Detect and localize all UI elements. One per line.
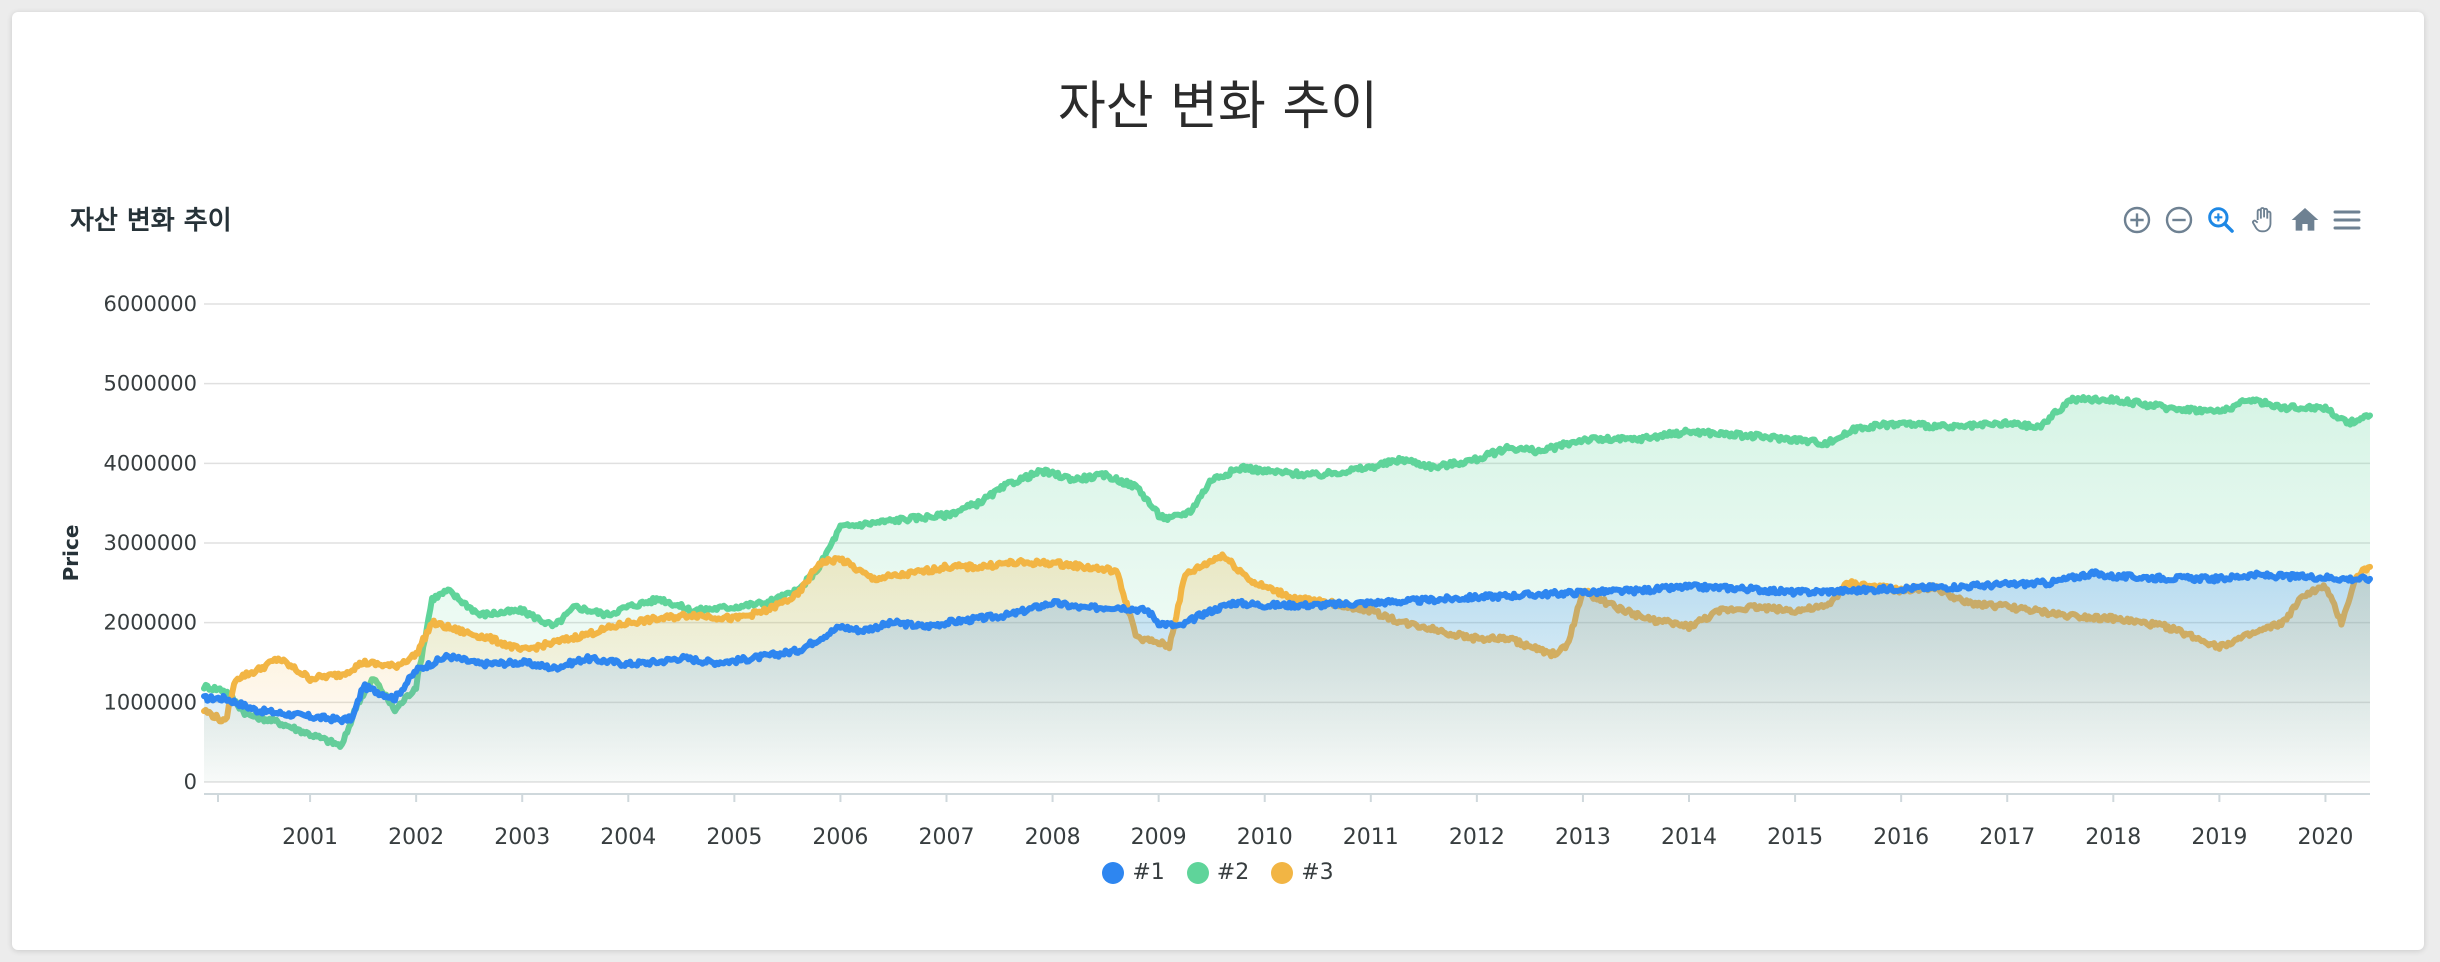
series-line-1 [201, 568, 2373, 726]
zoom-in-icon[interactable] [2118, 201, 2156, 239]
legend-marker [1271, 861, 1294, 884]
chart-title: 자산 변화 추이 [70, 206, 232, 236]
y-axis-label: Price [59, 525, 83, 582]
legend-item[interactable]: #2 [1186, 860, 1250, 885]
x-tick-label: 2006 [812, 825, 868, 850]
x-tick-label: 2014 [1661, 825, 1717, 850]
x-tick-label: 2002 [388, 825, 444, 850]
x-tick-label: 2010 [1237, 825, 1293, 850]
x-tick-label: 2007 [919, 825, 975, 850]
y-tick-label: 3000000 [103, 531, 197, 555]
page-title: 자산 변화 추이 [1057, 77, 1379, 137]
y-tick-label: 6000000 [103, 292, 197, 316]
legend-marker [1186, 861, 1209, 884]
x-tick-label: 2004 [600, 825, 656, 850]
x-tick-label: 2003 [494, 825, 550, 850]
pan-icon[interactable] [2244, 201, 2282, 239]
x-tick-label: 2015 [1767, 825, 1823, 850]
x-tick-label: 2016 [1873, 825, 1929, 850]
legend-marker [1102, 861, 1125, 884]
chart-toolbar [2118, 200, 2366, 240]
y-tick-label: 2000000 [103, 611, 197, 635]
chart-card: 자산 변화 추이 자산 변화 추이 0 1000000 2000000 3000000… [12, 12, 2424, 950]
x-tick-label: 2020 [2297, 825, 2353, 850]
series-line-2 [201, 394, 2373, 750]
chart-legend: #1 #2 #3 [12, 860, 2424, 885]
x-tick-label: 2017 [1979, 825, 2035, 850]
x-tick-label: 2018 [2085, 825, 2141, 850]
legend-item[interactable]: #3 [1271, 860, 1334, 885]
x-tick-label: 2008 [1025, 825, 1081, 850]
y-tick-label: 0 [184, 770, 197, 794]
y-tick-label: 5000000 [103, 372, 197, 396]
selection-zoom-icon[interactable] [2202, 201, 2240, 239]
legend-label: #2 [1216, 860, 1250, 885]
legend-label: #3 [1301, 860, 1334, 885]
y-tick-label: 1000000 [103, 690, 197, 714]
chart-plot: 0 1000000 2000000 3000000 4000000 5000000 6000… [59, 292, 2373, 850]
x-tick-label: 2013 [1555, 825, 1611, 850]
series-area-1 [204, 571, 2370, 782]
legend-item[interactable]: #1 [1102, 860, 1165, 885]
x-tick-label: 2019 [2191, 825, 2247, 850]
menu-icon[interactable] [2328, 201, 2366, 239]
x-tick-label: 2012 [1449, 825, 1505, 850]
x-tick-label: 2009 [1131, 825, 1187, 850]
home-icon[interactable] [2286, 201, 2324, 239]
legend-label: #1 [1132, 860, 1165, 885]
x-tick-label: 2005 [706, 825, 762, 850]
y-tick-label: 4000000 [103, 451, 197, 475]
x-tick-label: 2011 [1343, 825, 1399, 850]
x-tick-label: 2001 [282, 825, 338, 850]
zoom-out-icon[interactable] [2160, 201, 2198, 239]
